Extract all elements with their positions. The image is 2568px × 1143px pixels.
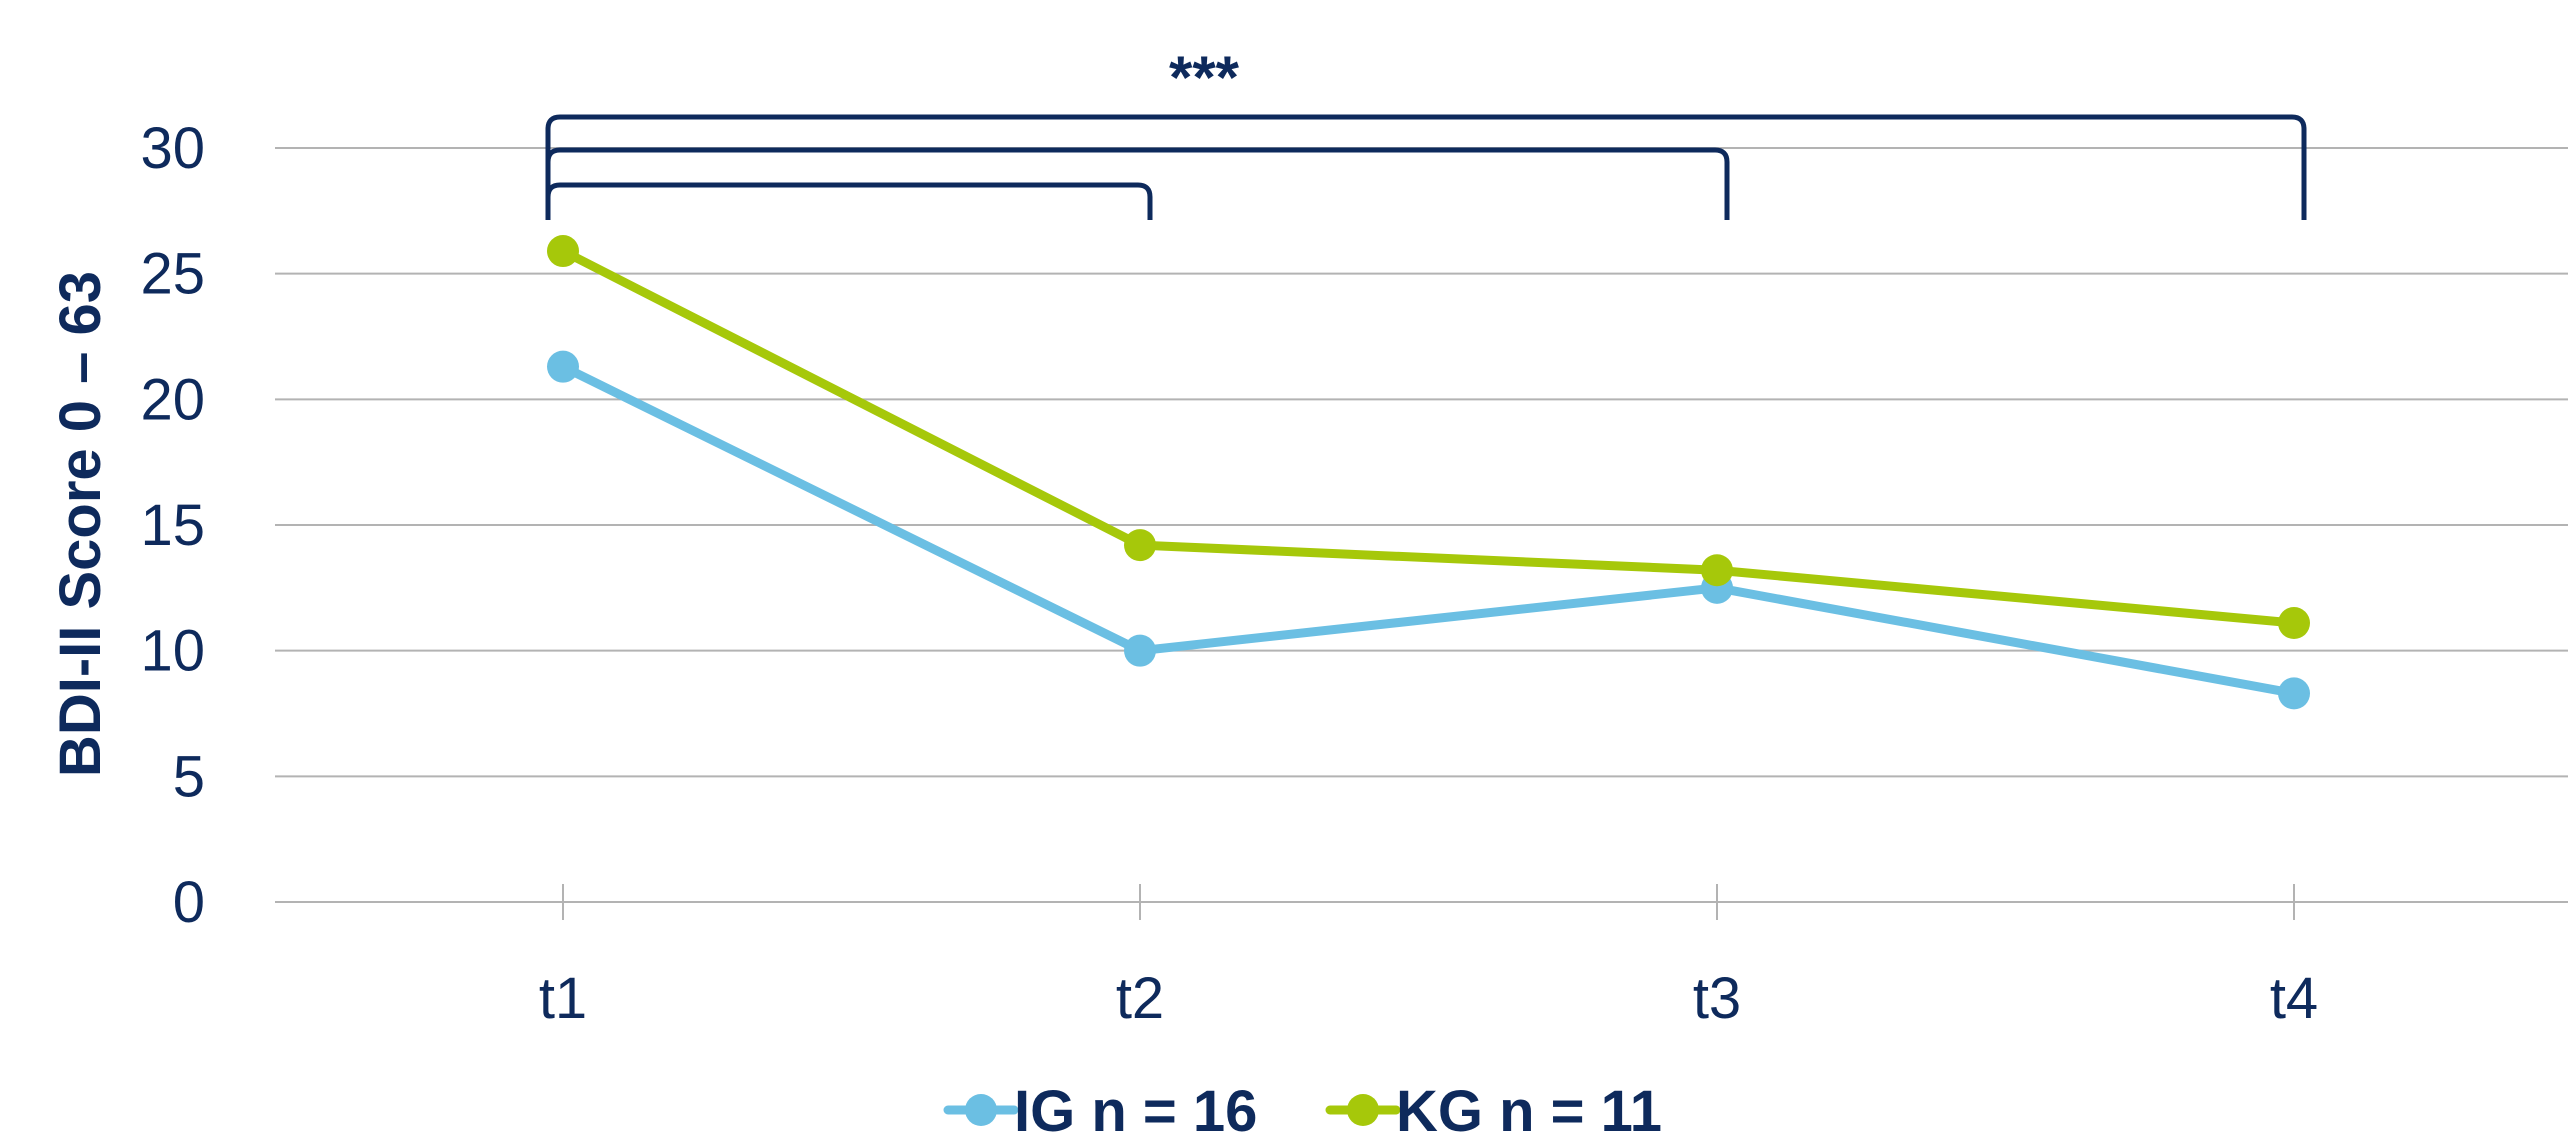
x-tick-label: t4 bbox=[2270, 966, 2318, 1031]
x-axis-tick-labels: t1 t2 t3 t4 bbox=[539, 966, 2318, 1031]
legend-swatch-marker bbox=[1347, 1094, 1379, 1126]
legend-item: KG n = 11 bbox=[1325, 1079, 1662, 1143]
y-axis-tick-labels: 0 5 10 15 20 25 30 bbox=[140, 116, 205, 935]
data-point bbox=[1124, 529, 1156, 562]
series-line bbox=[558, 362, 2299, 698]
series-1 bbox=[547, 350, 2310, 710]
data-series bbox=[547, 235, 2310, 710]
y-tick-label: 15 bbox=[140, 493, 205, 558]
y-tick-label: 20 bbox=[140, 367, 205, 432]
legend-swatch-marker bbox=[965, 1094, 997, 1126]
data-point bbox=[1701, 554, 1733, 587]
y-axis-title: BDI-II Score 0 – 63 bbox=[48, 271, 113, 777]
significance-label: *** bbox=[1169, 44, 1240, 111]
y-tick-label: 25 bbox=[140, 242, 205, 307]
legend: IG n = 16 KG n = 11 bbox=[943, 1079, 1662, 1143]
x-tick-label: t2 bbox=[1116, 966, 1164, 1031]
legend-label: IG n = 16 bbox=[1014, 1079, 1257, 1143]
series-line bbox=[558, 246, 2299, 628]
x-axis-ticks bbox=[562, 884, 2295, 920]
significance-bracket bbox=[545, 182, 1153, 220]
x-tick-label: t1 bbox=[539, 966, 587, 1031]
legend-label: KG n = 11 bbox=[1396, 1079, 1662, 1143]
y-tick-label: 0 bbox=[173, 870, 205, 935]
series-2 bbox=[547, 235, 2310, 640]
y-tick-label: 10 bbox=[140, 619, 205, 684]
data-point bbox=[2278, 607, 2310, 640]
data-point bbox=[547, 235, 579, 268]
x-tick-label: t3 bbox=[1693, 966, 1741, 1031]
y-tick-label: 5 bbox=[173, 744, 205, 809]
y-tick-label: 30 bbox=[140, 116, 205, 181]
data-point bbox=[2278, 677, 2310, 710]
gridlines bbox=[275, 147, 2568, 903]
legend-item: IG n = 16 bbox=[943, 1079, 1257, 1143]
significance-brackets bbox=[545, 114, 2307, 220]
data-point bbox=[1124, 634, 1156, 667]
significance-bracket bbox=[545, 114, 2307, 220]
data-point bbox=[547, 350, 579, 383]
